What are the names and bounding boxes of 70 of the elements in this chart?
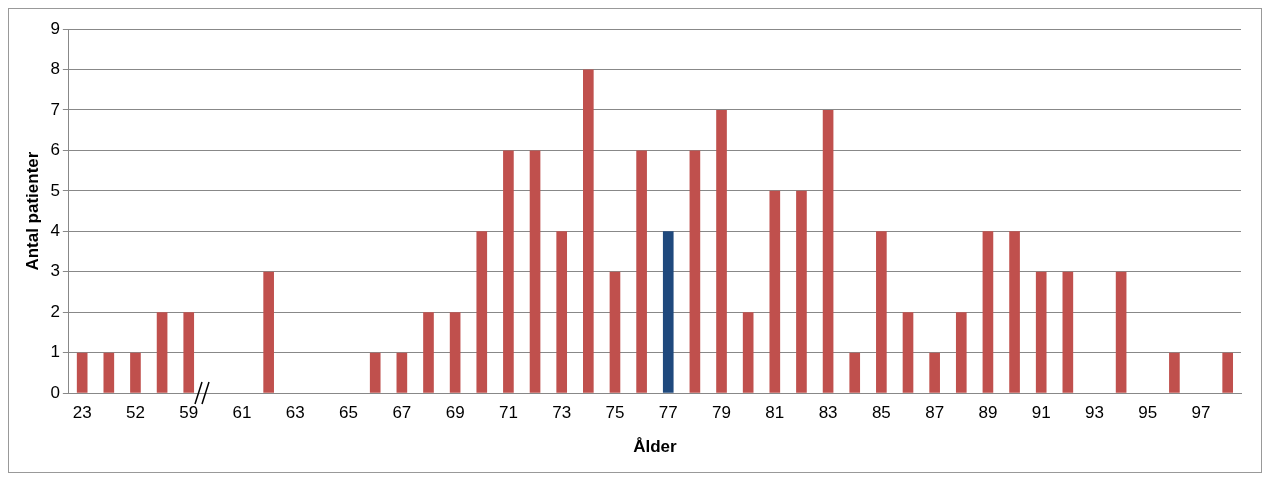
x-tick-label: 89 <box>978 403 998 423</box>
bar <box>476 231 488 393</box>
bar <box>503 150 514 393</box>
y-tick-label: 0 <box>50 382 60 402</box>
x-tick-label: 85 <box>871 403 891 423</box>
x-tick-label: 77 <box>658 403 678 423</box>
x-tick-label: 91 <box>1031 403 1051 423</box>
bar <box>103 352 115 393</box>
y-axis-title: Antal patienter <box>22 151 42 271</box>
bar <box>1062 271 1074 393</box>
bar <box>1009 231 1020 393</box>
x-tick-label: 73 <box>552 403 572 423</box>
bar <box>449 312 461 393</box>
y-tick-label: 2 <box>50 301 60 321</box>
bar <box>796 190 807 393</box>
bar <box>982 231 994 393</box>
bar <box>955 312 967 393</box>
y-tick-label: 7 <box>50 99 60 119</box>
x-tick-label: 71 <box>498 403 518 423</box>
x-tick-label: 67 <box>392 403 412 423</box>
bar <box>156 312 168 393</box>
x-tick-label: 79 <box>712 403 731 423</box>
bar <box>556 231 568 393</box>
x-tick-label: 59 <box>179 403 199 423</box>
bar <box>769 190 781 393</box>
x-tick-label: 65 <box>339 403 359 423</box>
bar <box>742 312 754 393</box>
y-tick-label: 4 <box>50 221 60 241</box>
x-tick-label: 69 <box>445 403 465 423</box>
y-tick-label: 6 <box>50 140 60 160</box>
x-tick-label: 81 <box>765 403 785 423</box>
x-tick-label: 52 <box>125 403 145 423</box>
x-tick-label: 23 <box>72 403 92 423</box>
bar <box>662 231 674 393</box>
bar <box>263 271 274 393</box>
bar <box>583 69 594 393</box>
y-tick-label: 1 <box>50 342 60 362</box>
bar <box>929 352 940 393</box>
bar <box>609 271 621 393</box>
x-tick-label: 87 <box>925 403 945 423</box>
x-tick-label: 75 <box>605 403 625 423</box>
y-tick-label: 8 <box>50 59 60 79</box>
bar <box>1035 271 1047 393</box>
x-tick-label: 63 <box>285 403 305 423</box>
y-tick-label: 5 <box>50 180 60 200</box>
bar <box>876 231 887 393</box>
bar <box>183 312 195 393</box>
x-tick-label: 97 <box>1191 403 1211 423</box>
y-tick-label: 9 <box>50 18 60 38</box>
bar <box>849 352 861 393</box>
x-tick-label: 83 <box>818 403 838 423</box>
bar <box>76 352 88 393</box>
bar <box>716 109 727 393</box>
bar <box>902 312 914 393</box>
bar <box>423 312 434 393</box>
bar <box>369 352 381 393</box>
bar <box>636 150 647 393</box>
bar <box>822 109 834 393</box>
bar <box>689 150 701 393</box>
bar <box>396 352 408 393</box>
y-tick-label: 3 <box>50 261 60 281</box>
bar <box>1115 271 1127 393</box>
x-tick-label: 95 <box>1138 403 1158 423</box>
bar <box>529 150 541 393</box>
x-tick-label: 61 <box>232 403 252 423</box>
bar <box>1169 352 1180 393</box>
bar <box>130 352 141 393</box>
x-axis-title: Ålder <box>633 437 678 457</box>
bar <box>1222 352 1234 393</box>
x-tick-label: 93 <box>1085 403 1104 423</box>
